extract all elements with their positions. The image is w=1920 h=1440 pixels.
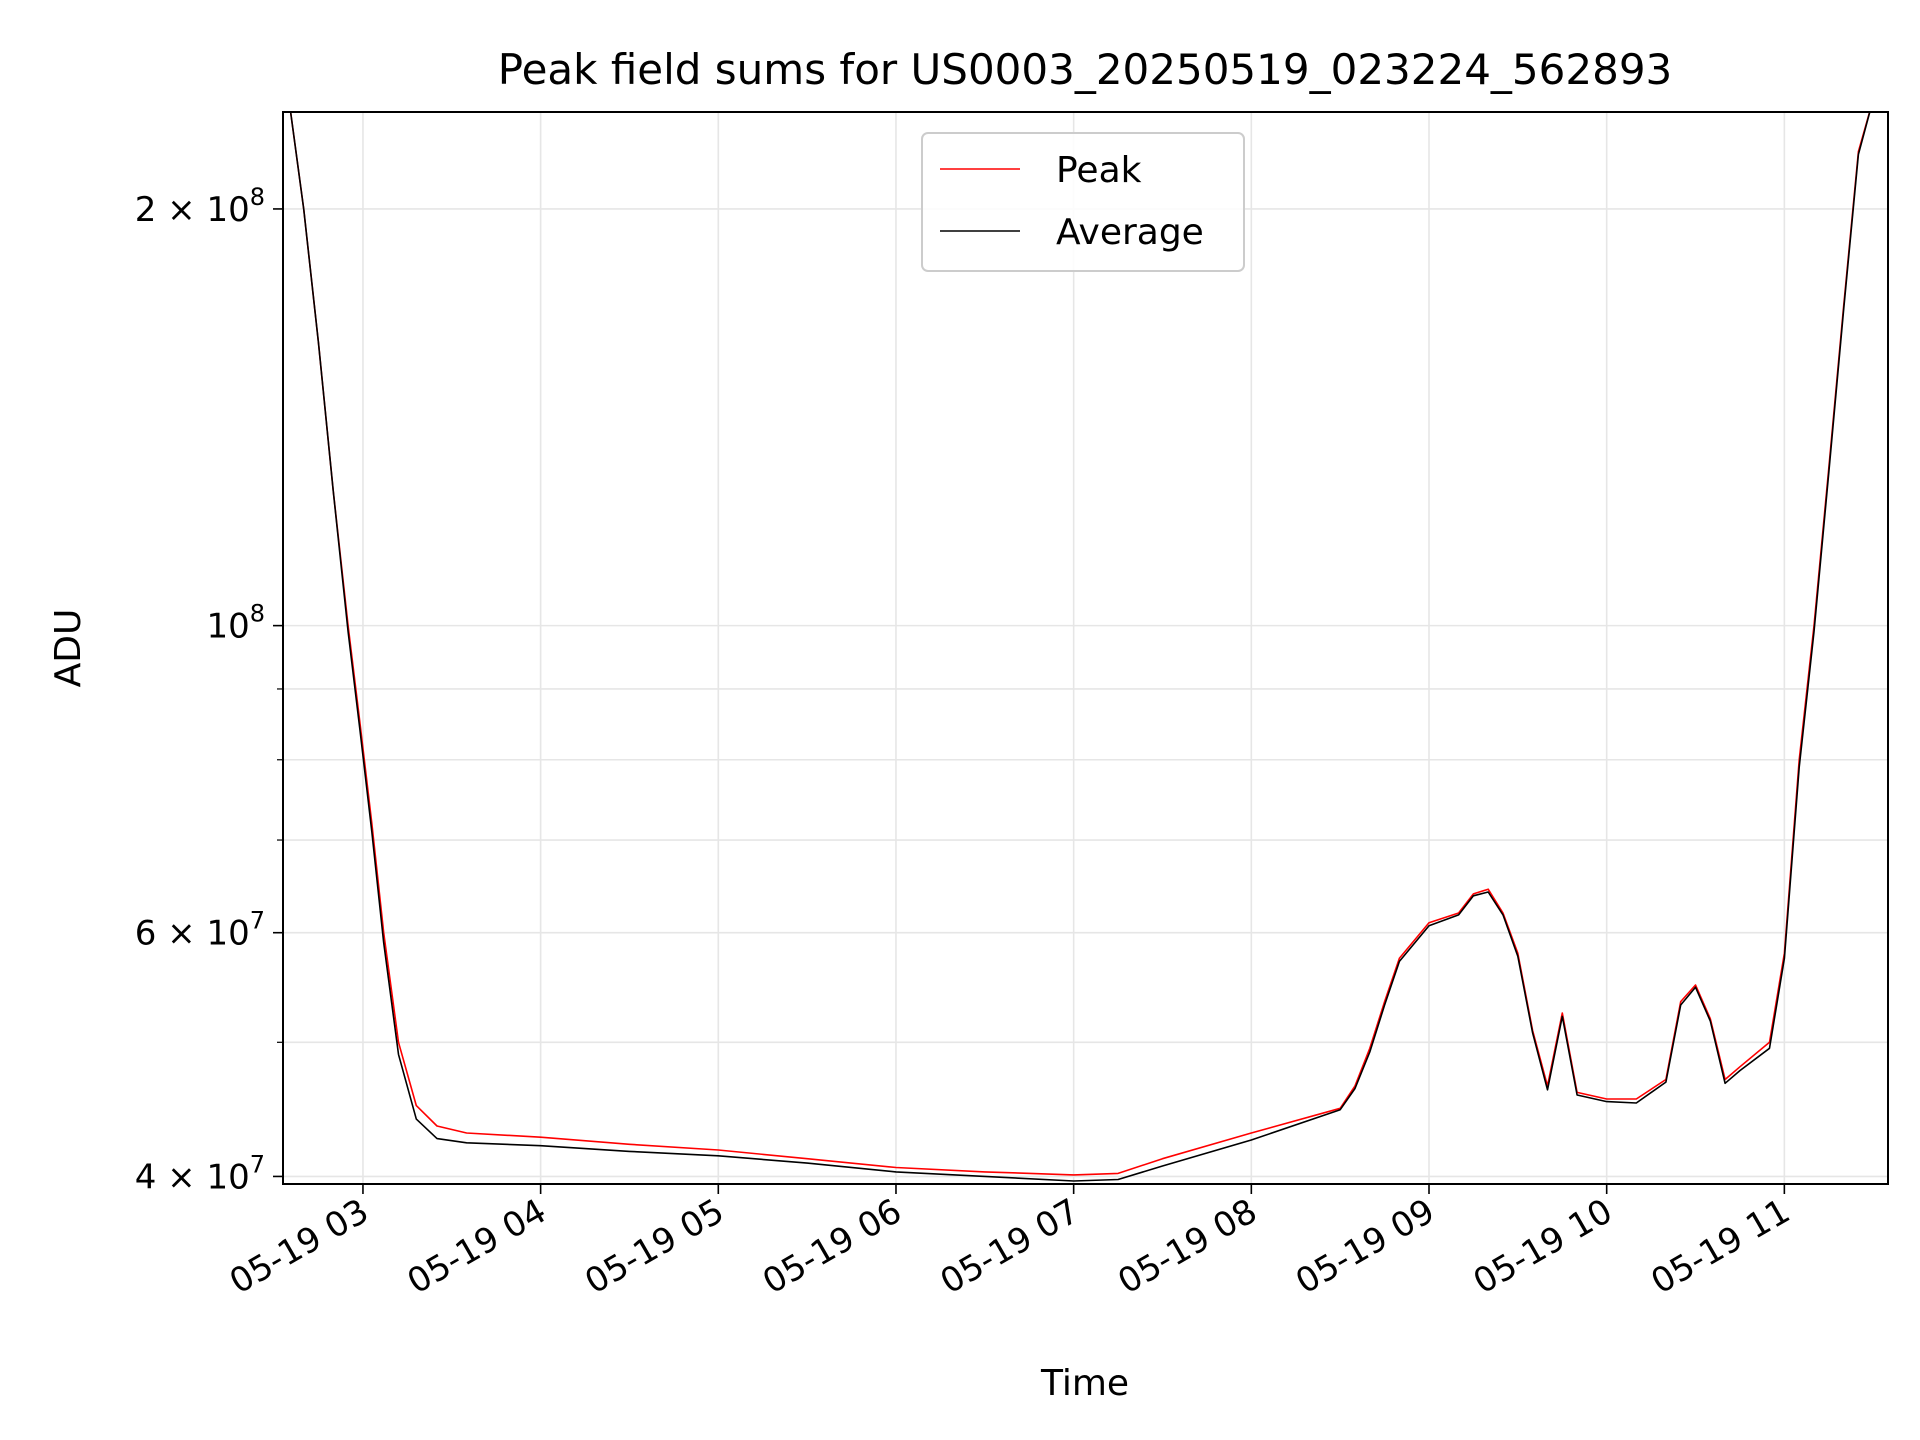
y-tick-label: 4 × 107	[135, 1150, 265, 1197]
y-tick-label: 2 × 108	[135, 183, 265, 230]
grid	[283, 112, 1888, 1184]
x-axis-label: Time	[1040, 1363, 1129, 1404]
y-axis-ticks: 4 × 107 6 × 107 108 2 × 108	[135, 183, 283, 1197]
y-axis-label: ADU	[48, 609, 89, 688]
legend-box	[921, 132, 1245, 272]
y-tick-label: 6 × 107	[135, 907, 265, 954]
legend-average-label: Average	[1056, 212, 1204, 253]
series-layer	[289, 112, 1871, 1182]
plot-frame	[282, 111, 1889, 1185]
legend-peak-label: Peak	[1056, 150, 1142, 191]
y-tick-label: 108	[206, 600, 265, 647]
series-average-line	[289, 112, 1871, 1182]
chart-title: Peak field sums for US0003_20250519_0232…	[498, 45, 1673, 94]
legend: Peak Average	[921, 132, 1245, 272]
series-peak-line	[289, 112, 1871, 1176]
